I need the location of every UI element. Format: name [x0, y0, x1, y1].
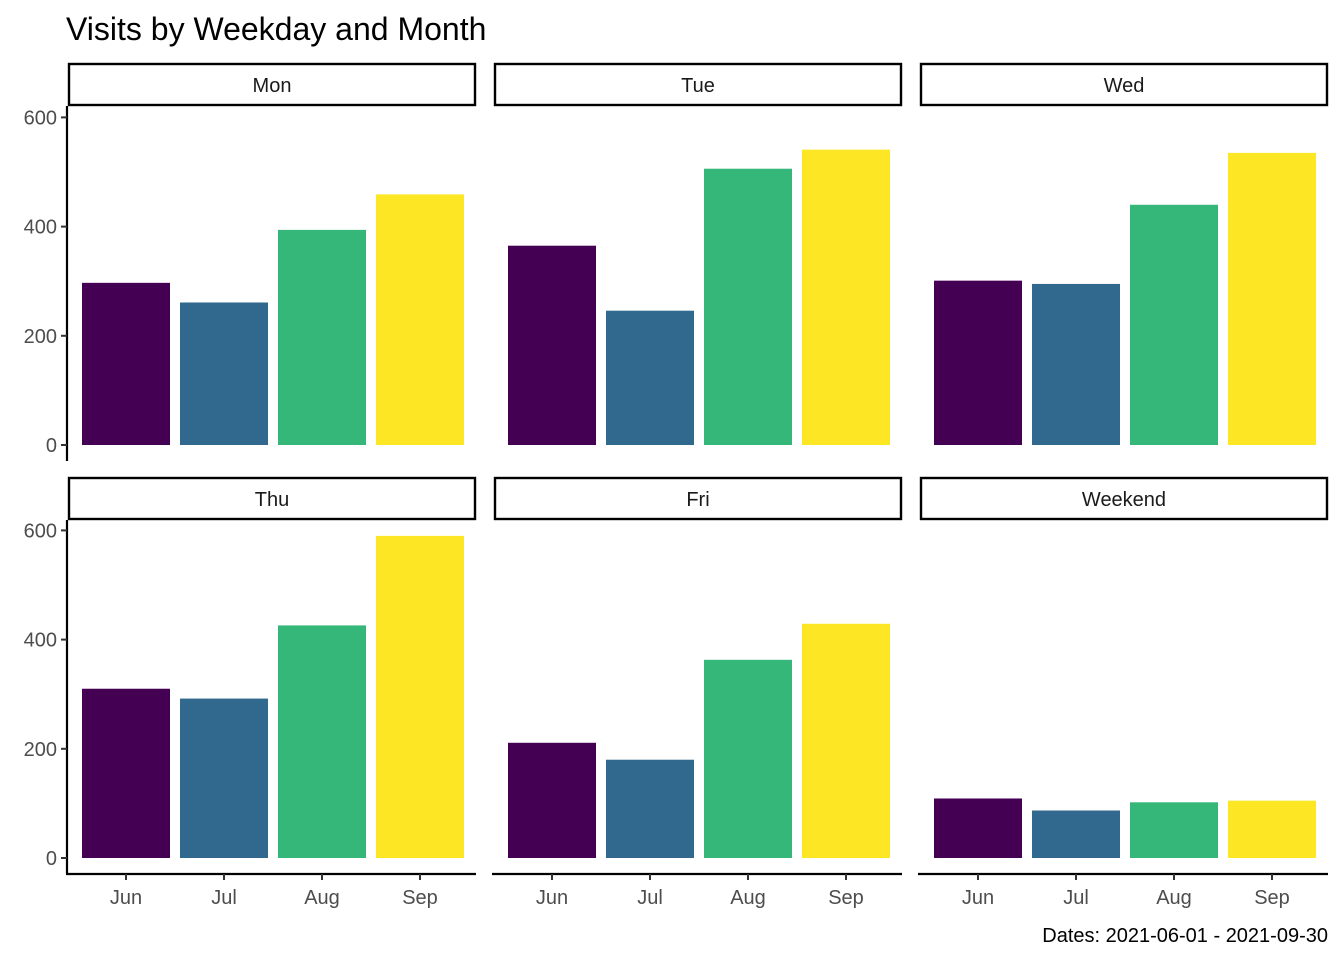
- x-tick-label: Aug: [730, 887, 766, 909]
- x-tick-label: Sep: [1254, 887, 1290, 909]
- bar: [1130, 204, 1218, 445]
- bar: [508, 742, 596, 858]
- facet-label: Weekend: [1082, 489, 1166, 511]
- chart-title: Visits by Weekday and Month: [66, 11, 486, 47]
- bar: [802, 623, 890, 858]
- chart-caption: Dates: 2021-06-01 - 2021-09-30: [1042, 925, 1328, 947]
- x-tick-label: Jul: [1063, 887, 1089, 909]
- bar: [180, 698, 268, 858]
- x-tick-label: Aug: [1156, 887, 1192, 909]
- bar: [1228, 800, 1316, 858]
- bar: [180, 302, 268, 445]
- bar: [704, 168, 792, 445]
- x-tick-label: Sep: [828, 887, 864, 909]
- y-tick-label: 400: [24, 630, 57, 652]
- facet-strip: [493, 476, 903, 521]
- facet-strip: [67, 476, 477, 521]
- x-tick-label: Jul: [211, 887, 237, 909]
- bar: [508, 245, 596, 445]
- y-tick-label: 200: [24, 739, 57, 761]
- facet-label: Mon: [253, 75, 292, 97]
- bar: [934, 280, 1022, 445]
- bar: [802, 149, 890, 445]
- bar: [82, 282, 170, 445]
- y-tick-label: 600: [24, 107, 57, 129]
- bar: [1032, 283, 1120, 445]
- facet-strip: [67, 62, 477, 107]
- bar: [1228, 152, 1316, 445]
- y-tick-label: 0: [46, 848, 57, 870]
- x-tick-label: Jun: [536, 887, 568, 909]
- y-tick-label: 200: [24, 326, 57, 348]
- facet-strip: [919, 62, 1329, 107]
- y-tick-label: 400: [24, 217, 57, 239]
- facet-label: Thu: [255, 489, 289, 511]
- bar: [606, 759, 694, 858]
- bar: [278, 625, 366, 858]
- panels-group: Mon 0 200 400 600 Tue Wed Thu 0 200 400 600 Jun Jul Au…: [24, 62, 1329, 909]
- bar: [278, 229, 366, 445]
- y-tick-label: 0: [46, 435, 57, 457]
- x-tick-label: Jun: [962, 887, 994, 909]
- facet-label: Fri: [686, 489, 709, 511]
- x-tick-label: Aug: [304, 887, 340, 909]
- bar: [934, 798, 1022, 858]
- bar: [376, 194, 464, 445]
- x-tick-label: Sep: [402, 887, 438, 909]
- facet-label: Wed: [1104, 75, 1145, 97]
- facet-strip: [493, 62, 903, 107]
- facet-label: Tue: [681, 75, 715, 97]
- bar: [1032, 810, 1120, 858]
- facet-strip: [919, 476, 1329, 521]
- bar: [704, 659, 792, 858]
- bar: [606, 310, 694, 445]
- bar: [376, 535, 464, 858]
- x-tick-label: Jul: [637, 887, 663, 909]
- bar: [1130, 802, 1218, 858]
- y-tick-label: 600: [24, 520, 57, 542]
- x-tick-label: Jun: [110, 887, 142, 909]
- bar: [82, 688, 170, 858]
